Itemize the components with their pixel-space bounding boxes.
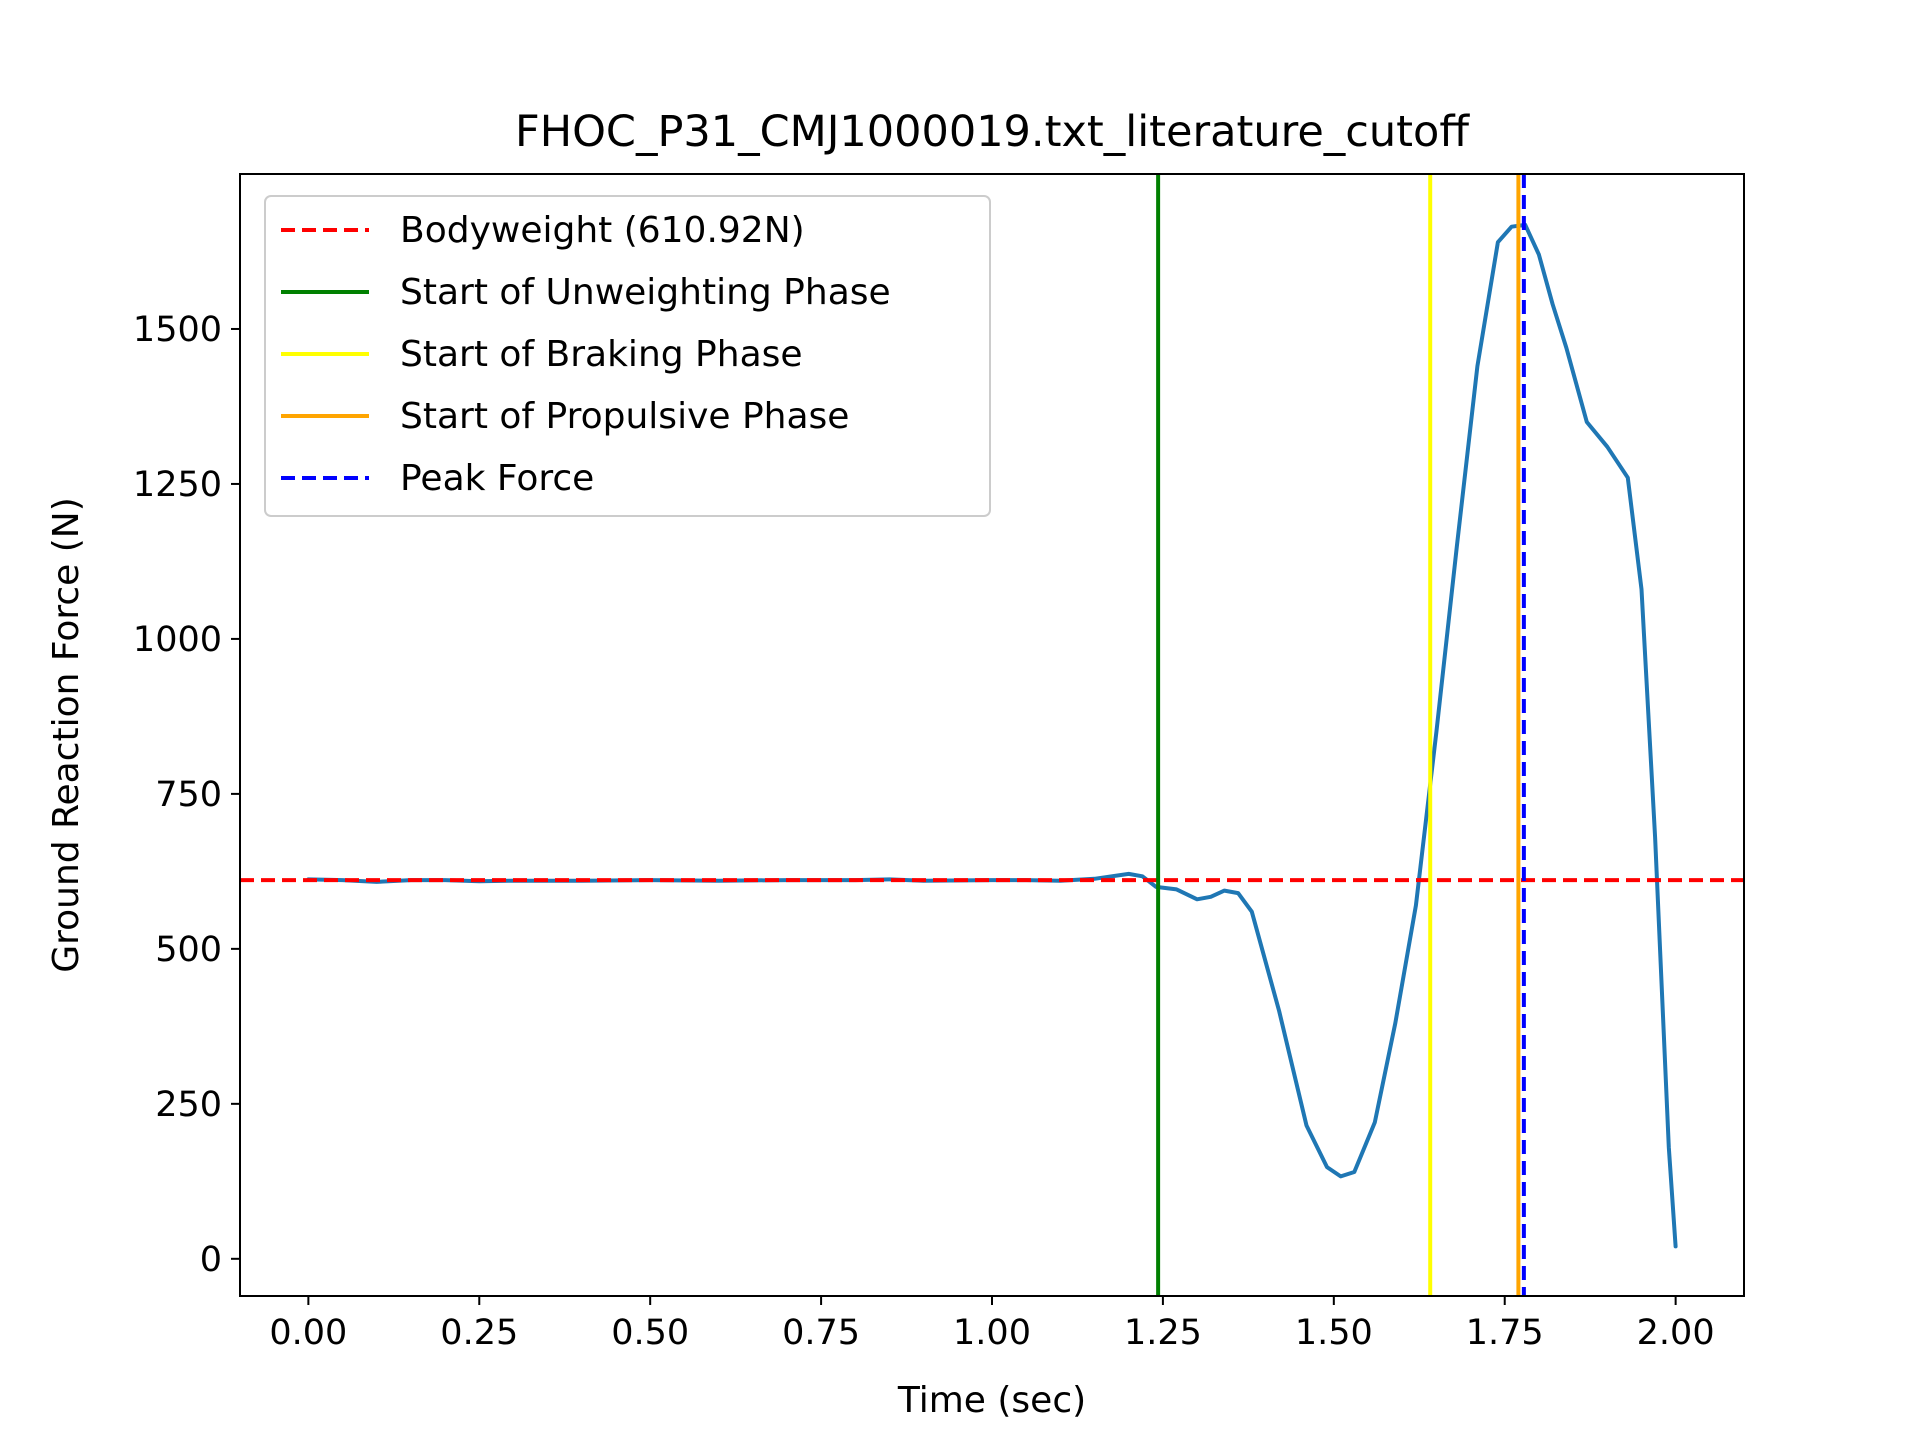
y-tick-label: 500 xyxy=(155,930,222,970)
y-tick-label: 1250 xyxy=(133,465,222,505)
legend-label: Start of Propulsive Phase xyxy=(400,396,849,437)
x-axis-label: Time (sec) xyxy=(897,1380,1086,1421)
x-tick-label: 1.50 xyxy=(1295,1313,1373,1353)
x-tick-label: 0.25 xyxy=(440,1313,518,1353)
x-tick-label: 2.00 xyxy=(1637,1313,1715,1353)
y-tick-label: 750 xyxy=(155,775,222,815)
legend-label: Bodyweight (610.92N) xyxy=(400,210,805,251)
legend: Bodyweight (610.92N) Start of Unweighting… xyxy=(265,196,990,516)
y-tick-label: 1500 xyxy=(133,310,222,350)
x-tick-label: 1.25 xyxy=(1124,1313,1202,1353)
chart-title: FHOC_P31_CMJ1000019.txt_literature_cutof… xyxy=(515,107,1470,157)
y-tick-label: 1000 xyxy=(133,620,222,660)
y-tick-label: 0 xyxy=(200,1240,222,1280)
x-tick-label: 0.50 xyxy=(611,1313,689,1353)
x-tick-label: 1.75 xyxy=(1466,1313,1544,1353)
x-tick-label: 0.75 xyxy=(782,1313,860,1353)
x-tick-label: 1.00 xyxy=(953,1313,1031,1353)
legend-label: Start of Unweighting Phase xyxy=(400,272,891,313)
y-tick-label: 250 xyxy=(155,1085,222,1125)
legend-label: Start of Braking Phase xyxy=(400,334,803,375)
x-tick-label: 0.00 xyxy=(269,1313,347,1353)
legend-label: Peak Force xyxy=(400,458,594,499)
y-axis-label: Ground Reaction Force (N) xyxy=(46,497,87,973)
